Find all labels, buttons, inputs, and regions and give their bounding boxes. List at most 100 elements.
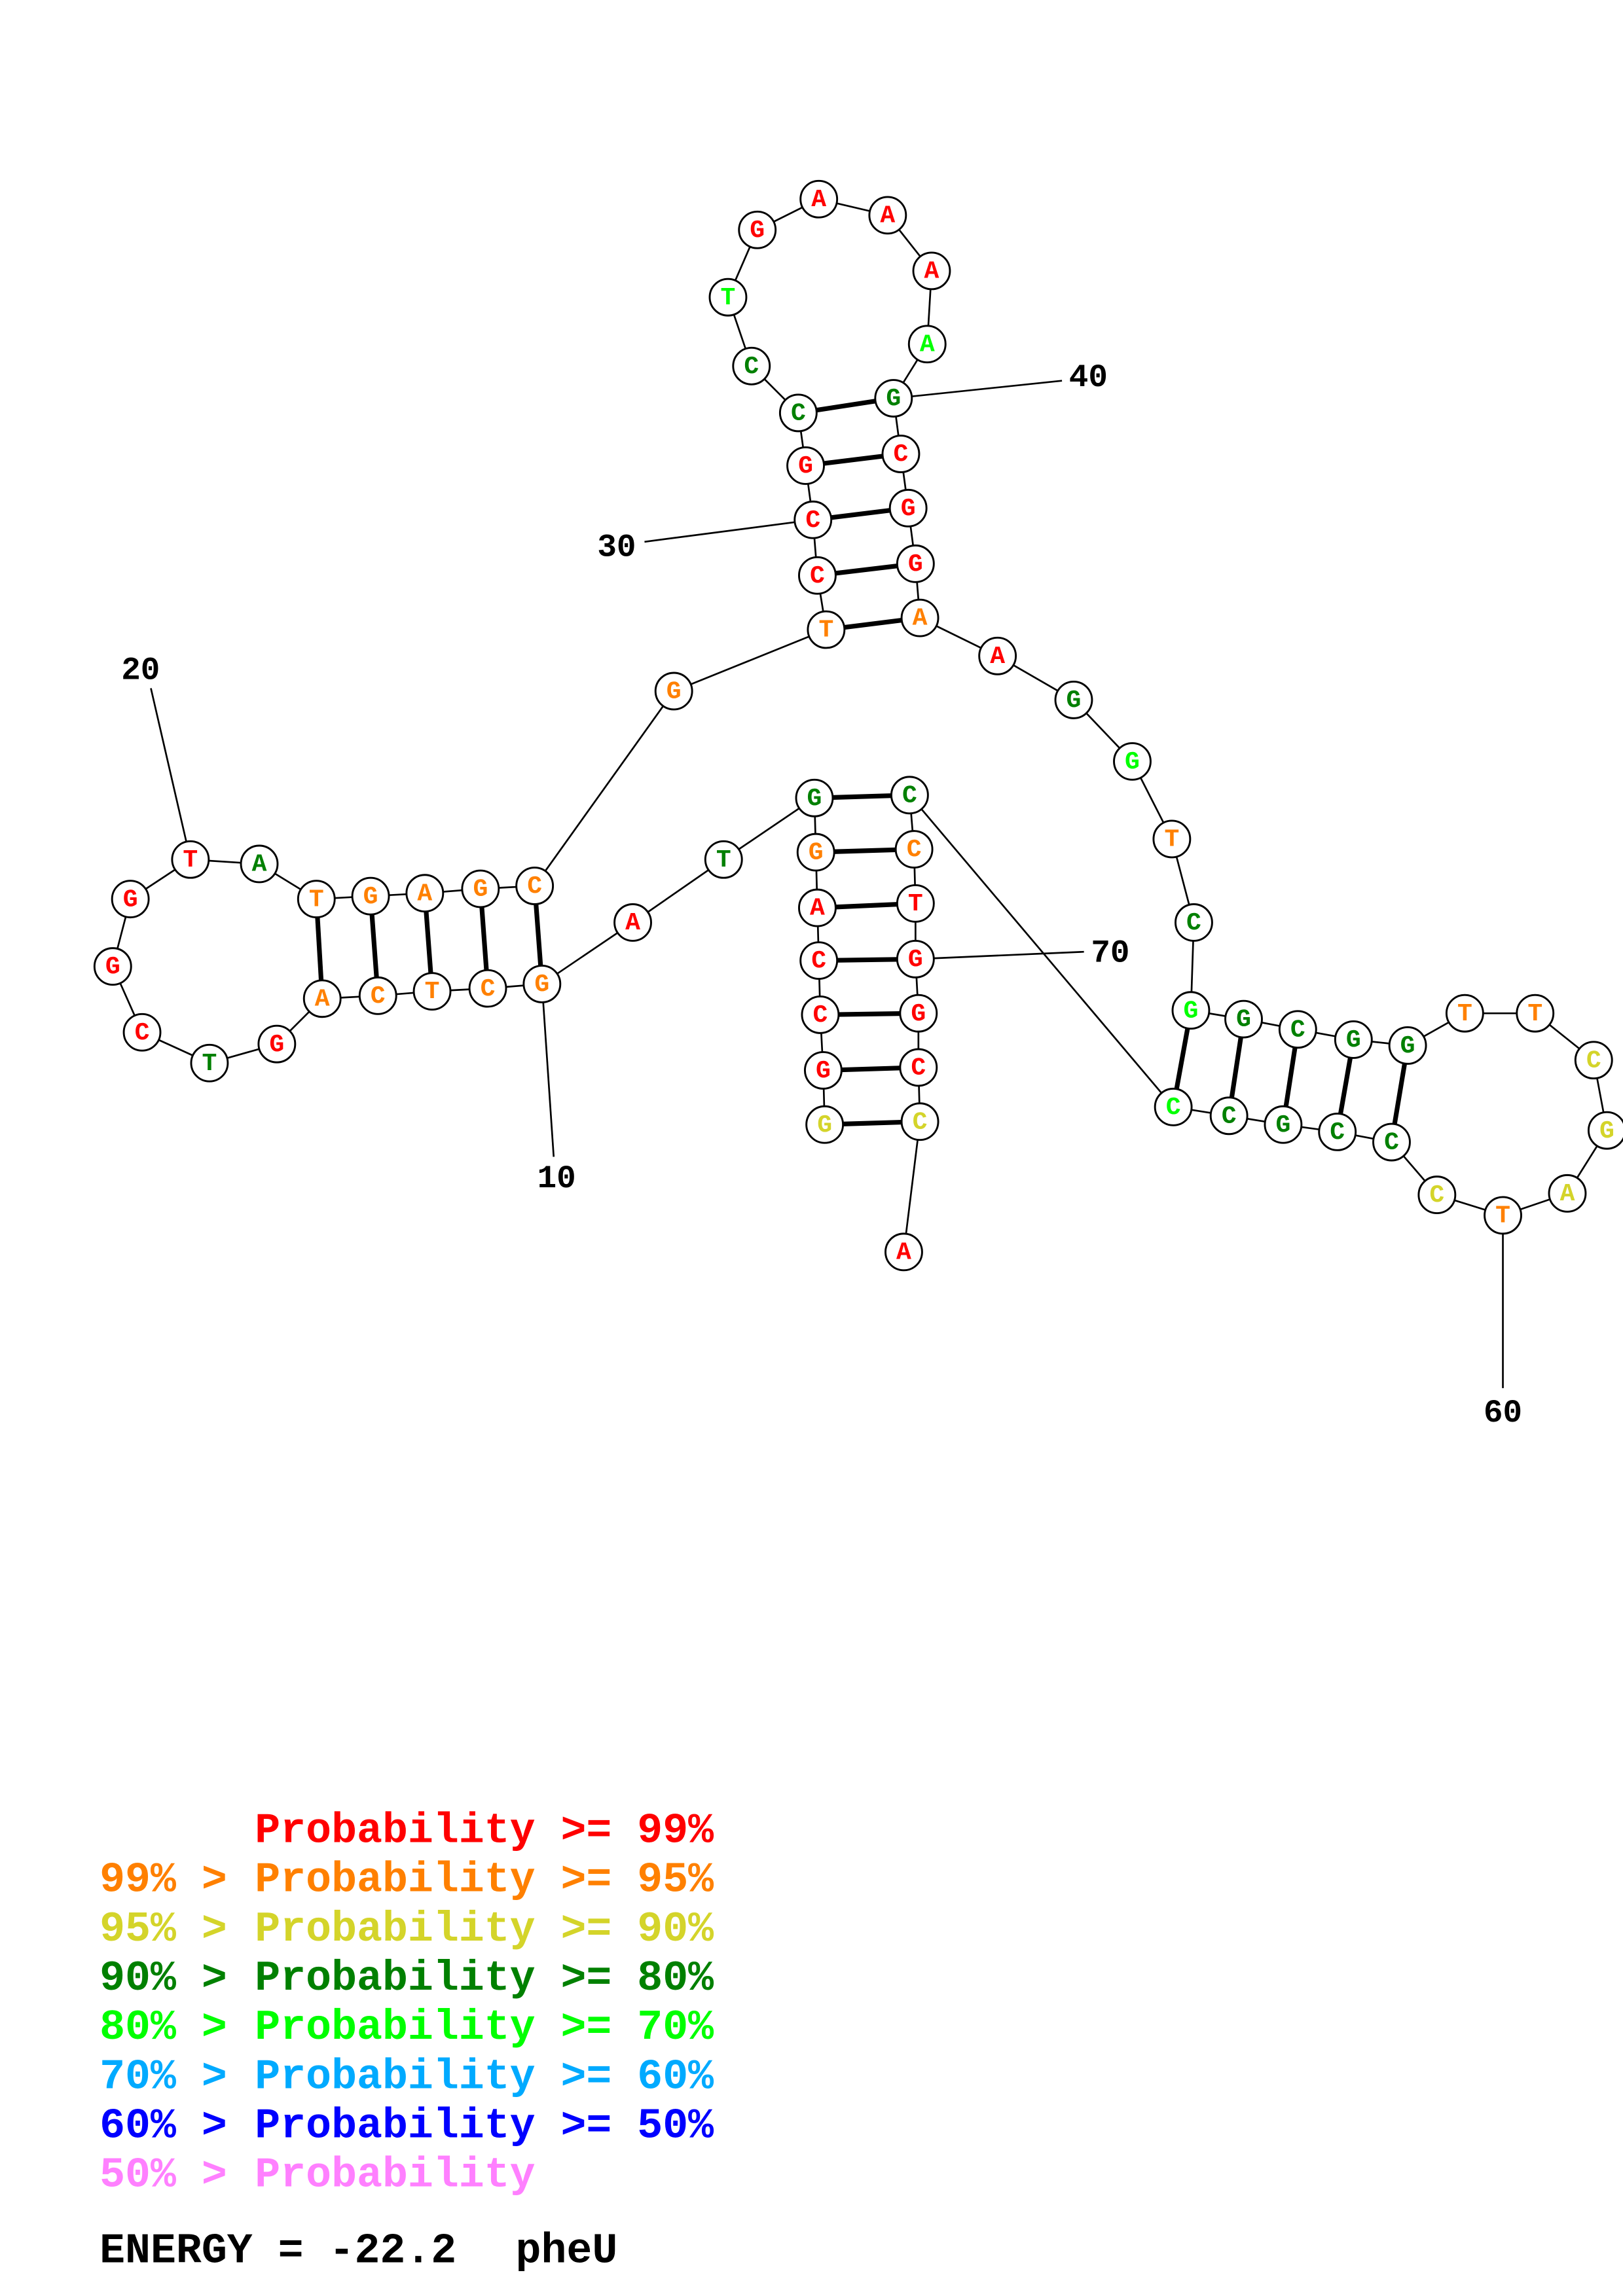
nucleotide-56: T xyxy=(1516,994,1555,1033)
nucleotide-letter: G xyxy=(750,217,765,245)
nucleotide-letter: C xyxy=(1586,1047,1601,1075)
legend-text: Probability >= 70% xyxy=(255,2004,714,2052)
nucleotide-circle xyxy=(888,488,928,528)
backbone-segment xyxy=(534,691,675,887)
nucleotide-65: C xyxy=(1209,1096,1249,1136)
nucleotide-letter: G xyxy=(1184,997,1199,1025)
nucleotide-circle xyxy=(868,196,907,235)
nucleotide-10: G xyxy=(522,965,562,1003)
nucleotide-12: T xyxy=(412,972,452,1011)
nucleotide-letter: A xyxy=(417,880,432,908)
nucleotide-circle xyxy=(1417,1175,1457,1215)
nucleotide-circle xyxy=(654,672,693,711)
nucleotide-13: C xyxy=(358,976,397,1015)
legend-row: Probability >= 99% xyxy=(255,1807,714,1855)
nucleotide-circle xyxy=(801,995,840,1034)
nucleotide-letter: G xyxy=(901,495,916,523)
nucleotide-letter: C xyxy=(811,947,826,975)
nucleotide-letter: G xyxy=(534,971,549,999)
nucleotide-6: G xyxy=(796,833,835,872)
nucleotide-letter: G xyxy=(807,785,822,813)
legend-prefix: 70% > xyxy=(100,2053,227,2101)
nucleotide-letter: T xyxy=(425,978,440,1006)
nucleotide-letter: C xyxy=(913,1108,928,1136)
nucleotide-letter: A xyxy=(811,186,826,214)
nucleotide-circle xyxy=(1209,1096,1249,1136)
position-label-30: 30 xyxy=(597,529,636,566)
nucleotide-circle xyxy=(912,251,951,291)
nucleotide-letter: A xyxy=(896,1238,911,1266)
nucleotide-49: C xyxy=(1175,903,1213,942)
legend-text: Probability xyxy=(255,2152,535,2200)
nucleotide-35: G xyxy=(738,210,777,249)
nucleotide-letter: T xyxy=(716,846,731,874)
nucleotide-circle xyxy=(807,610,846,649)
nucleotide-30: C xyxy=(793,500,833,539)
legend-text: Probability >= 90% xyxy=(255,1906,714,1954)
nucleotide-circle xyxy=(111,880,150,919)
nucleotide-circle xyxy=(732,346,771,386)
backbone-segment xyxy=(909,794,1175,1108)
nucleotide-43: G xyxy=(896,544,935,583)
nucleotide-66: C xyxy=(1154,1087,1193,1126)
nucleotide-circle xyxy=(896,884,935,923)
nucleotide-19: G xyxy=(111,880,150,919)
nucleotide-71: G xyxy=(899,994,938,1033)
nucleotide-letter: G xyxy=(908,946,923,974)
nucleotide-letter: C xyxy=(744,353,759,381)
nucleotide-7: G xyxy=(795,778,834,817)
nucleotide-4: C xyxy=(799,941,839,980)
nucleotide-circle xyxy=(1154,1087,1193,1126)
nucleotide-letter: C xyxy=(813,1001,828,1030)
nucleotide-26: C xyxy=(515,867,555,905)
legend-row: 80% > Probability >= 70% xyxy=(100,2004,714,2052)
nucleotide-letter: A xyxy=(1560,1180,1575,1208)
nucleotide-39: A xyxy=(907,325,947,364)
nucleotide-41: C xyxy=(881,435,921,473)
nucleotide-74: A xyxy=(884,1232,923,1272)
nucleotide-17: C xyxy=(122,1013,162,1052)
nucleotide-letter: T xyxy=(183,846,198,874)
legend-text: Probability >= 50% xyxy=(255,2102,714,2150)
position-label-60: 60 xyxy=(1484,1395,1522,1431)
nucleotide-circle xyxy=(738,210,777,249)
nucleotide-circle xyxy=(613,903,652,942)
structure-name: pheU xyxy=(516,2228,618,2276)
nucleotide-circle xyxy=(302,979,342,1018)
nucleotide-circle xyxy=(1587,1111,1623,1150)
nucleotide-letter: C xyxy=(1222,1102,1237,1130)
nucleotide-circle xyxy=(890,776,929,815)
nucleotide-31: G xyxy=(786,446,825,485)
nucleotide-29: C xyxy=(798,556,837,595)
nucleotide-circle xyxy=(704,840,743,879)
nucleotide-70: G xyxy=(896,939,935,978)
nucleotide-letter: G xyxy=(908,550,923,579)
nucleotide-circle xyxy=(795,778,834,817)
legend-text: Probability >= 80% xyxy=(255,1955,714,2003)
nucleotide-letter: A xyxy=(913,605,928,633)
nucleotide-58: G xyxy=(1587,1111,1623,1150)
nucleotide-circle xyxy=(978,636,1017,675)
position-label-line xyxy=(150,688,192,860)
nucleotide-circle xyxy=(907,325,947,364)
nucleotide-circle xyxy=(515,867,555,905)
nucleotide-letter: A xyxy=(625,909,640,937)
nucleotide-letter: C xyxy=(1384,1129,1399,1157)
nucleotide-18: G xyxy=(93,947,132,986)
nucleotide-letter: G xyxy=(1276,1111,1291,1139)
nucleotide-circle xyxy=(1574,1041,1613,1080)
nucleotide-circle xyxy=(1548,1174,1587,1213)
nucleotide-circle xyxy=(900,1102,939,1141)
nucleotide-circle xyxy=(900,598,939,637)
legend-prefix: 90% > xyxy=(100,1955,227,2003)
nucleotide-circle xyxy=(1372,1122,1411,1162)
nucleotide-circle xyxy=(461,869,500,908)
nucleotide-1: G xyxy=(805,1105,845,1144)
nucleotide-24: A xyxy=(405,874,445,913)
position-labels: 10 20 30 40 60 70 xyxy=(121,359,1522,1431)
nucleotide-letter: T xyxy=(1164,826,1179,854)
nucleotide-circle xyxy=(93,947,132,986)
nucleotide-letter: G xyxy=(809,839,824,867)
legend-prefix: 50% > xyxy=(100,2152,227,2200)
nucleotide-circle xyxy=(1445,994,1484,1033)
